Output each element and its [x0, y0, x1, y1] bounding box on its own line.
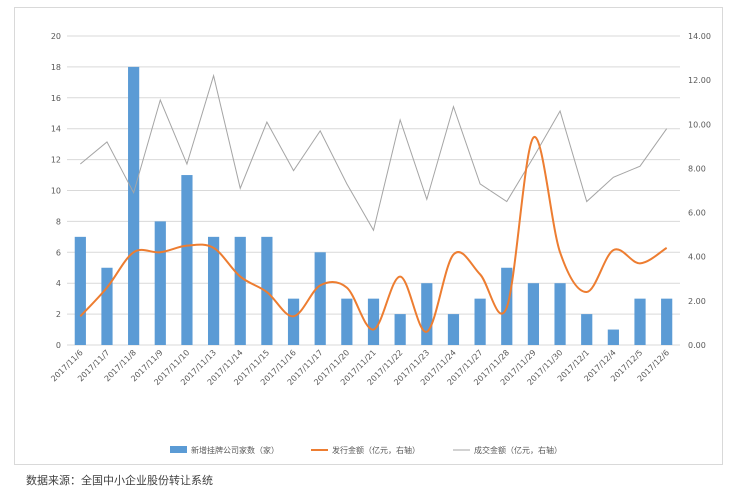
y-left-tick-label: 6: [56, 248, 61, 257]
bar: [74, 236, 86, 345]
bar: [634, 298, 646, 345]
bar: [207, 236, 220, 345]
bar: [474, 298, 486, 345]
y-left-tick-label: 12: [51, 156, 61, 165]
y-left-tick-label: 18: [51, 63, 61, 72]
bar: [367, 298, 380, 345]
turnover-line: [80, 73, 668, 232]
bar-series: [74, 66, 673, 346]
bar: [421, 283, 433, 345]
bar: [581, 314, 593, 345]
y-left-tick-label: 20: [51, 32, 61, 41]
source-note: 数据来源：全国中小企业股份转让系统: [26, 474, 213, 487]
y-right-tick-label: 14.00: [688, 32, 711, 41]
y-right-tick-label: 12.00: [688, 76, 711, 85]
bar: [527, 283, 540, 345]
legend-label: 成交金额（亿元，右轴）: [474, 445, 562, 455]
legend-label: 发行金额（亿元，右轴）: [332, 445, 420, 455]
y-right-tick-label: 0.00: [688, 341, 706, 350]
bar: [101, 267, 113, 345]
y-right-tick-label: 2.00: [688, 297, 706, 306]
bar: [128, 66, 140, 346]
bar: [287, 298, 300, 345]
gridlines: [67, 35, 680, 346]
y-left-tick-label: 0: [56, 341, 61, 350]
y-right-tick-label: 6.00: [688, 209, 706, 218]
legend-label: 新增挂牌公司家数（家）: [191, 445, 279, 455]
bar: [607, 329, 619, 345]
bar: [234, 236, 246, 345]
y-left-tick-label: 4: [56, 279, 61, 288]
y-right-tick-label: 8.00: [688, 164, 706, 173]
y-left-tick-label: 10: [51, 187, 61, 196]
bar: [181, 175, 193, 345]
y-left-tick-label: 14: [51, 125, 61, 134]
bar: [554, 283, 566, 345]
y-left-tick-label: 8: [56, 217, 61, 226]
bar: [394, 314, 406, 345]
line-series: [79, 73, 668, 333]
y-left-tick-label: 16: [51, 94, 61, 103]
y-right-tick-label: 10.00: [688, 120, 711, 129]
bar: [154, 221, 166, 345]
bar: [341, 298, 353, 345]
legend-swatch-bar: [170, 446, 187, 453]
y-right-tick-label: 4.00: [688, 253, 706, 262]
issuance-line: [79, 136, 668, 333]
y-left-tick-label: 2: [56, 310, 61, 319]
bar: [314, 252, 326, 345]
bar: [661, 298, 673, 345]
legend: 新增挂牌公司家数（家） 发行金额（亿元，右轴） 成交金额（亿元，右轴）: [170, 445, 562, 455]
bar: [447, 314, 460, 345]
